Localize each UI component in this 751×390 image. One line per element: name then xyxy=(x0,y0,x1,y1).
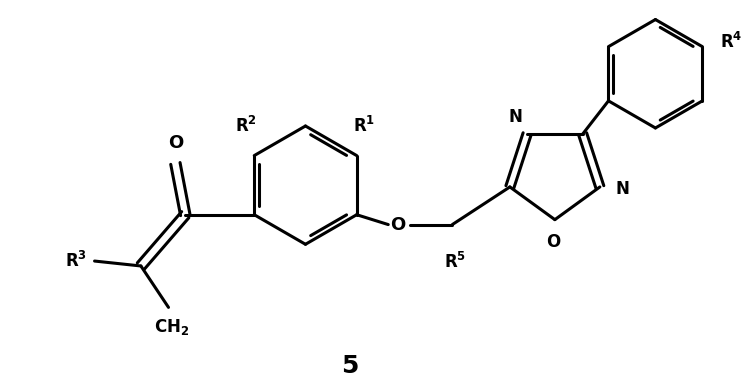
Text: N: N xyxy=(616,180,629,198)
Text: $\mathbf{R^2}$: $\mathbf{R^2}$ xyxy=(235,116,258,136)
Text: O: O xyxy=(167,134,183,152)
Text: $\mathbf{R^4}$: $\mathbf{R^4}$ xyxy=(720,32,743,52)
Text: $\mathbf{R^1}$: $\mathbf{R^1}$ xyxy=(354,116,376,136)
Text: $\mathbf{CH_2}$: $\mathbf{CH_2}$ xyxy=(154,317,189,337)
Text: O: O xyxy=(391,216,406,234)
Text: N: N xyxy=(508,108,522,126)
Text: $\mathbf{R^3}$: $\mathbf{R^3}$ xyxy=(65,251,86,271)
Text: $\mathbf{R^5}$: $\mathbf{R^5}$ xyxy=(444,252,466,272)
Text: 5: 5 xyxy=(341,354,358,378)
Text: O: O xyxy=(546,234,560,252)
